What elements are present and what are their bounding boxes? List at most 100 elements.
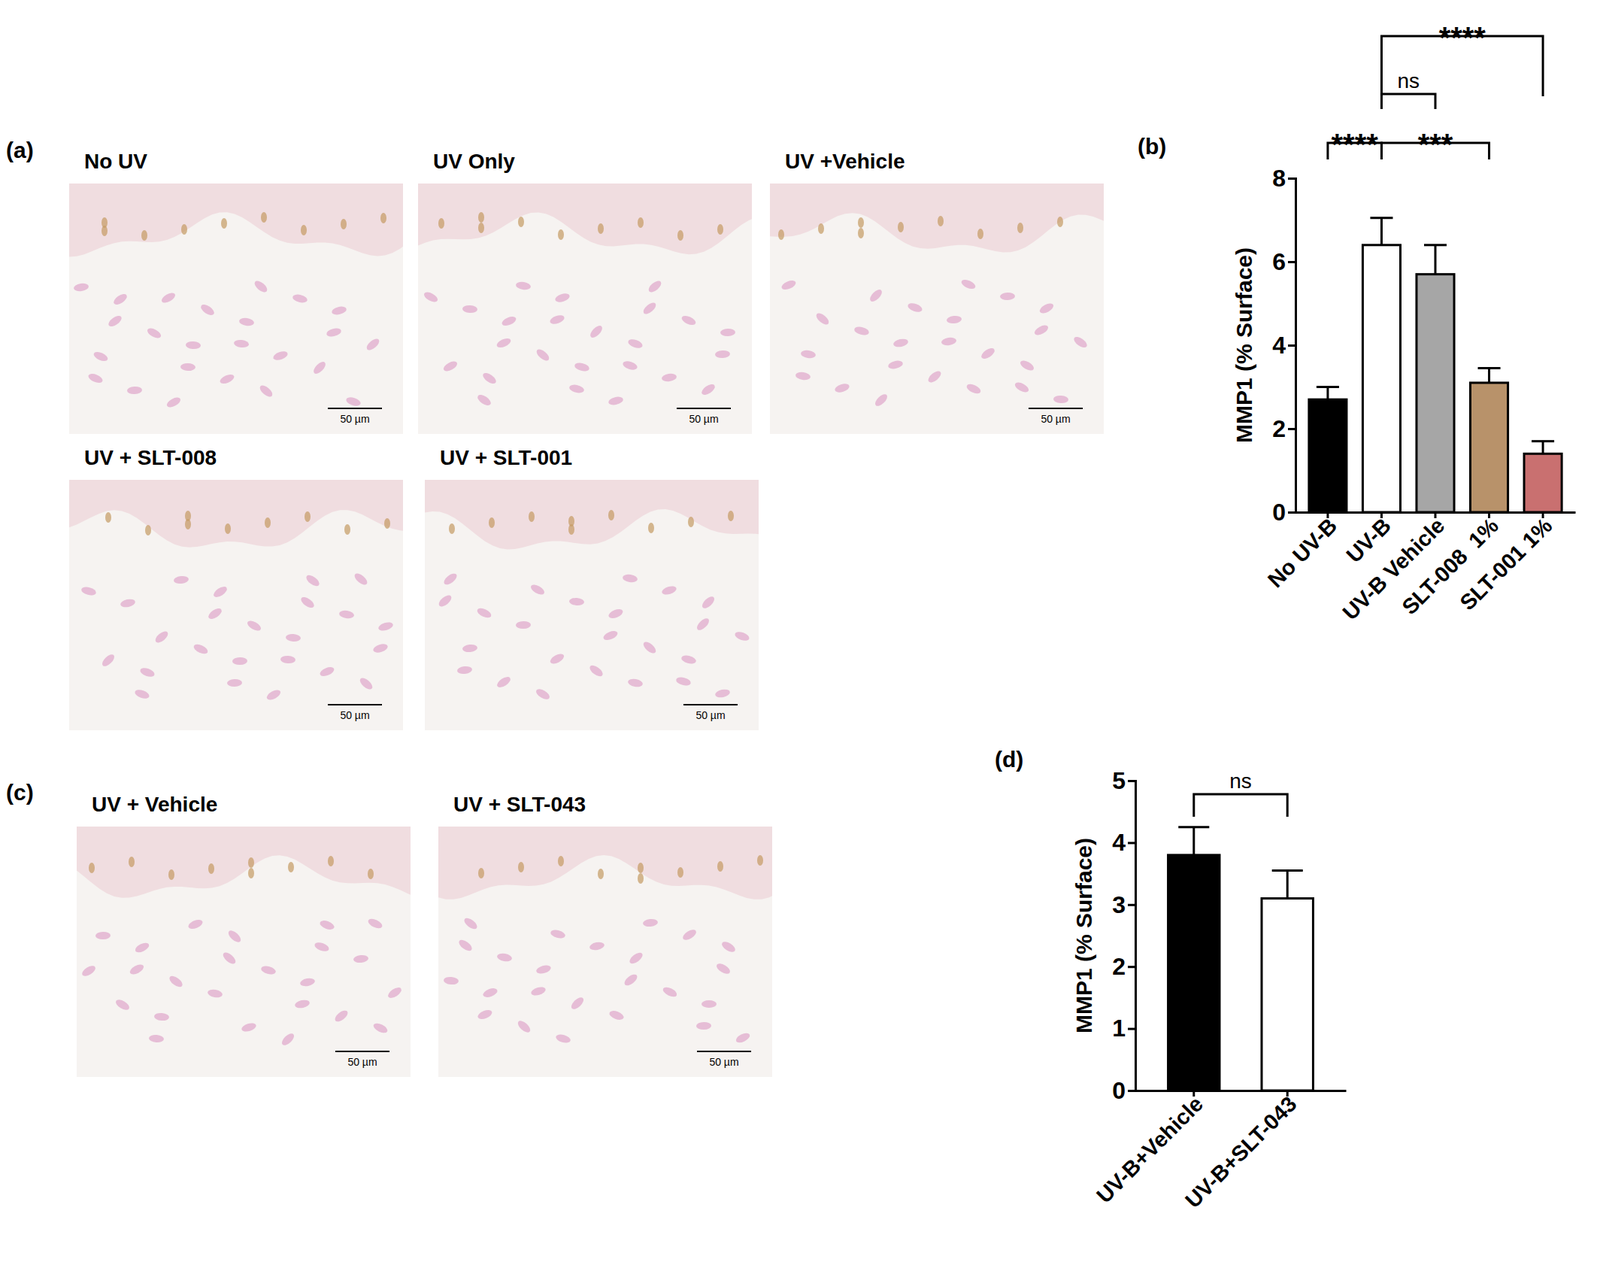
pigment <box>448 523 455 534</box>
micrograph: 50 µm <box>769 183 1109 434</box>
pigment <box>478 212 485 223</box>
panel-letter: (c) <box>6 779 34 805</box>
cell <box>265 687 282 702</box>
cell <box>945 315 962 325</box>
y-tick-label: 0 <box>1112 1076 1126 1104</box>
error-bar <box>1531 441 1555 455</box>
image-title: UV + SLT-043 <box>453 792 586 816</box>
cell <box>442 359 459 373</box>
y-tick: 6 <box>1272 248 1296 276</box>
cell <box>165 395 182 410</box>
x-axis: No UV-BUV-BUV-B VehicleSLT-008 1%SLT-001… <box>1263 512 1576 625</box>
pigment <box>478 222 485 234</box>
error-bar <box>1424 245 1447 275</box>
cell <box>627 950 645 966</box>
cell <box>1053 394 1069 404</box>
x-tick: SLT-001 1% <box>1454 512 1557 616</box>
cell <box>422 290 440 304</box>
pigment <box>141 230 148 241</box>
cell <box>641 639 658 656</box>
cell <box>1013 380 1031 394</box>
cell <box>892 337 910 349</box>
scale-bar-label: 50 µm <box>688 412 719 425</box>
significance-label: ns <box>1229 769 1252 793</box>
y-tick-mark <box>1287 177 1296 180</box>
cell <box>345 395 362 408</box>
cell <box>621 359 639 372</box>
cell <box>569 995 585 1012</box>
pigment <box>717 224 724 235</box>
pigment <box>101 225 108 237</box>
micrograph: 50 µm <box>438 826 777 1077</box>
y-axis-line <box>1287 178 1297 513</box>
cell <box>333 1008 350 1024</box>
y-tick-label: 3 <box>1112 890 1126 919</box>
cell <box>535 963 552 975</box>
x-axis-line <box>1136 1089 1347 1092</box>
cell <box>318 918 336 932</box>
texture <box>769 183 1104 434</box>
cell <box>185 340 201 349</box>
cell <box>252 278 270 294</box>
y-tick: 3 <box>1112 890 1136 919</box>
pigment <box>528 511 535 522</box>
cell <box>696 1021 712 1030</box>
error-stem <box>1487 368 1491 383</box>
pigment <box>340 218 347 230</box>
cell <box>221 950 238 967</box>
panel-letter: (d) <box>994 746 1024 772</box>
scale-bar-label: 50 µm <box>695 709 725 722</box>
y-tick-mark <box>1287 344 1296 347</box>
pigment <box>677 230 684 241</box>
image-title: UV + SLT-008 <box>84 445 217 470</box>
y-tick-label: 0 <box>1272 498 1286 526</box>
y-axis-title: MMP1 (% Surface) <box>1231 247 1257 443</box>
significance-label: **** <box>1331 127 1379 161</box>
cell <box>80 585 97 597</box>
figure: (a)50 µmNo UV50 µmUV Only50 µmUV +Vehicl… <box>0 0 1600 1262</box>
cell <box>291 293 309 304</box>
cell <box>548 313 566 326</box>
y-tick-label: 5 <box>1112 766 1126 794</box>
epidermis <box>769 183 1104 252</box>
y-tick: 0 <box>1112 1076 1136 1104</box>
y-tick-mark <box>1127 779 1136 782</box>
cell <box>602 628 619 642</box>
cell <box>529 582 546 597</box>
cell <box>554 1032 572 1044</box>
cell <box>436 593 454 609</box>
x-tick-label: UV-B+SLT-043 <box>1180 1091 1302 1213</box>
cell <box>681 927 698 942</box>
pigment <box>248 867 255 879</box>
pigment <box>557 855 564 867</box>
y-tick-label: 4 <box>1272 331 1286 359</box>
pigment <box>757 854 764 866</box>
cell <box>238 317 255 328</box>
pigment <box>518 216 525 228</box>
pigment <box>977 228 984 240</box>
pigment <box>224 523 231 534</box>
cell <box>1072 334 1089 350</box>
cell <box>227 678 243 688</box>
cell <box>206 606 224 621</box>
pigment <box>367 868 374 879</box>
y-tick-label: 4 <box>1112 828 1126 856</box>
y-tick-mark <box>1127 903 1136 907</box>
pigment <box>181 224 188 235</box>
cell <box>833 381 851 394</box>
pigment <box>287 861 294 873</box>
cell <box>622 972 640 988</box>
pigment <box>687 516 694 528</box>
y-tick-mark <box>1127 1089 1136 1092</box>
pigment <box>260 212 267 223</box>
cell <box>280 654 296 664</box>
cell <box>357 675 375 692</box>
cell <box>372 642 389 655</box>
cell <box>112 291 129 307</box>
panel-letter: (b) <box>1137 133 1167 159</box>
y-tick: 0 <box>1272 498 1296 526</box>
cell <box>548 651 566 666</box>
micrograph: 50 µm <box>418 183 757 434</box>
image-title: UV Only <box>433 149 516 173</box>
y-tick-label: 8 <box>1272 164 1286 192</box>
